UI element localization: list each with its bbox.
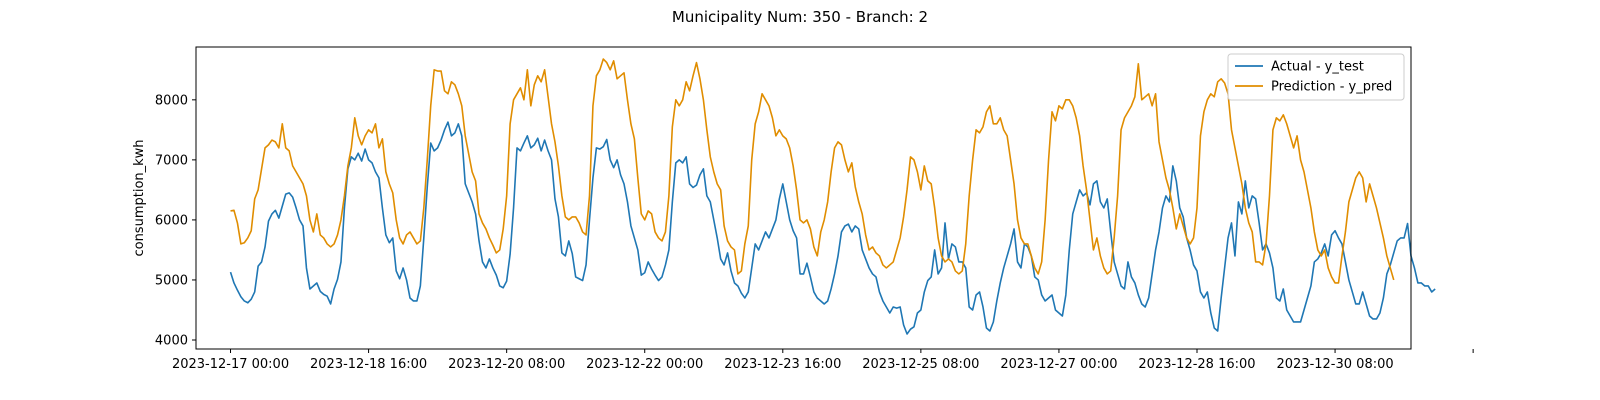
y-axis-label: consumption_kwh	[132, 139, 147, 256]
legend: Actual - y_test Prediction - y_pred	[1227, 53, 1405, 101]
x-tick-label-4: 2023-12-23 16:00	[724, 357, 841, 372]
x-tick-label-8: 2023-12-30 08:00	[1276, 357, 1393, 372]
x-tick-label-0: 2023-12-17 00:00	[172, 357, 289, 372]
chart-title: Municipality Num: 350 - Branch: 2	[672, 8, 928, 26]
legend-label-actual: Actual - y_test	[1271, 60, 1364, 75]
x-tick-label-3: 2023-12-22 00:00	[586, 357, 703, 372]
series-line-actual	[229, 121, 1436, 335]
axis-ticks: 4000 5000 6000 7000 8000 2023-12-17 00:00 2023…	[155, 93, 1474, 372]
y-tick-label-4: 8000	[155, 93, 188, 108]
series-lines	[229, 58, 1436, 335]
legend-box	[1227, 53, 1405, 101]
y-tick-label-3: 7000	[155, 153, 188, 168]
plot-frame	[195, 46, 1412, 350]
x-tick-label-7: 2023-12-28 16:00	[1138, 357, 1255, 372]
series-line-prediction	[230, 58, 1395, 284]
y-tick-label-1: 5000	[155, 273, 188, 288]
legend-label-prediction: Prediction - y_pred	[1271, 80, 1392, 95]
y-tick-label-2: 6000	[155, 213, 188, 228]
x-tick-label-6: 2023-12-27 00:00	[1000, 357, 1117, 372]
x-tick-label-1: 2023-12-18 16:00	[310, 357, 427, 372]
y-tick-label-0: 4000	[155, 333, 188, 348]
x-tick-label-2: 2023-12-20 08:00	[448, 357, 565, 372]
x-tick-label-5: 2023-12-25 08:00	[862, 357, 979, 372]
